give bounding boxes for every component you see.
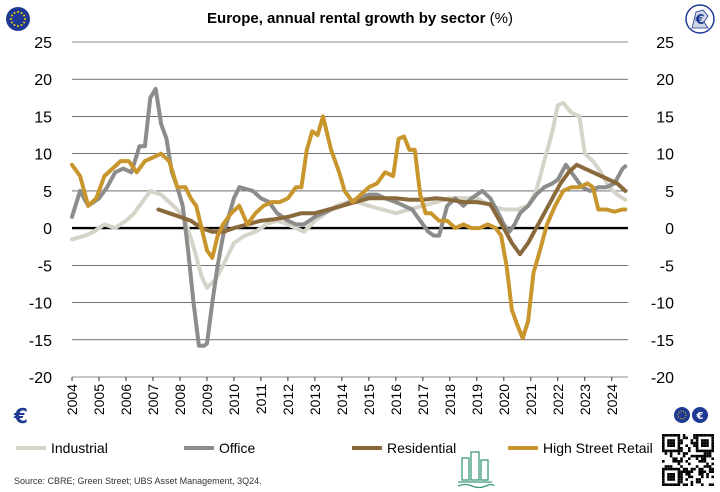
star: [10, 21, 13, 24]
y-tick-label: 20: [34, 72, 52, 89]
y-tick-label: 15: [34, 109, 52, 126]
series-lines: [70, 86, 628, 348]
x-tick-label: 2011: [253, 384, 269, 414]
x-tick-label: 2016: [388, 384, 404, 415]
svg-text:€: €: [13, 404, 28, 428]
star: [20, 11, 23, 14]
x-tick-label: 2004: [64, 384, 80, 415]
x-tick-label: 2007: [145, 384, 161, 415]
y-tick-label: -20: [651, 370, 674, 387]
y-tick-label: 0: [665, 221, 674, 238]
x-tick-label: 2009: [199, 384, 215, 415]
eu-flag-icon: [6, 7, 30, 31]
series-line-high-street-retail: [70, 114, 628, 341]
y-tick-label: -10: [651, 296, 674, 313]
legend-label: Residential: [387, 440, 456, 456]
star: [13, 24, 16, 27]
y-tick-label: 10: [34, 147, 52, 164]
star: [20, 24, 23, 27]
x-tick-label: 2010: [226, 384, 242, 415]
y-tick-label: -15: [651, 333, 674, 350]
x-tick-label: 2017: [415, 384, 431, 415]
x-tick-label: 2014: [334, 384, 350, 415]
star: [10, 18, 12, 20]
y-axis-left: 25 20 15 10 5 0 -5 -10 -15 -20: [29, 35, 52, 387]
star: [23, 14, 26, 17]
eu-euro-badge-icon: €: [674, 407, 708, 423]
x-tick-label: 2018: [442, 384, 458, 415]
x-axis: 2004 2005 2006 2007 2008 2009 2010 2011 2012 2013…: [64, 377, 620, 415]
x-tick-label: 2024: [604, 384, 620, 415]
qr-code-icon: [660, 432, 716, 488]
star: [24, 18, 26, 20]
x-tick-label: 2022: [550, 384, 566, 415]
star: [17, 25, 19, 27]
y-axis-right: 25 20 15 10 5 0 -5 -10 -15 -20: [651, 35, 674, 387]
x-tick-label: 2020: [496, 384, 512, 415]
x-tick-label: 2021: [523, 384, 539, 415]
x-tick-label: 2015: [361, 384, 377, 415]
y-tick-label: 25: [34, 35, 52, 52]
buildings-icon: [457, 451, 495, 489]
y-tick-label: -15: [29, 333, 52, 350]
y-tick-label: 10: [656, 147, 674, 164]
euro-icon: €: [13, 404, 28, 428]
y-tick-label: 0: [43, 221, 52, 238]
y-tick-label: -10: [29, 296, 52, 313]
x-tick-label: 2012: [280, 384, 296, 415]
star: [13, 11, 16, 14]
y-tick-label: 25: [656, 35, 674, 52]
source-note: Source: CBRE; Green Street; UBS Asset Ma…: [14, 476, 262, 486]
y-tick-label: -5: [38, 258, 52, 275]
x-tick-label: 2006: [118, 384, 134, 415]
y-tick-label: 5: [665, 184, 674, 201]
y-tick-label: -20: [29, 370, 52, 387]
chart-title: Europe, annual rental growth by sector (…: [207, 10, 513, 27]
grid-lines: [72, 41, 628, 378]
legend: Industrial Office Residential High Street R…: [16, 440, 653, 456]
y-tick-label: -5: [660, 258, 674, 275]
star: [17, 11, 19, 13]
star: [10, 14, 13, 17]
y-tick-label: 20: [656, 72, 674, 89]
legend-label: High Street Retail: [543, 440, 653, 456]
y-tick-label: 5: [43, 184, 52, 201]
svg-text:€: €: [696, 411, 704, 422]
star: [23, 21, 26, 24]
x-tick-label: 2008: [172, 384, 188, 415]
euro-map-icon: €: [685, 4, 715, 34]
y-tick-label: 15: [656, 109, 674, 126]
x-tick-label: 2023: [577, 384, 593, 415]
x-tick-label: 2013: [307, 384, 323, 415]
legend-label: Office: [219, 440, 256, 456]
legend-label: Industrial: [51, 440, 108, 456]
x-tick-label: 2005: [91, 384, 107, 415]
x-tick-label: 2019: [469, 384, 485, 415]
svg-text:€: €: [694, 13, 704, 28]
